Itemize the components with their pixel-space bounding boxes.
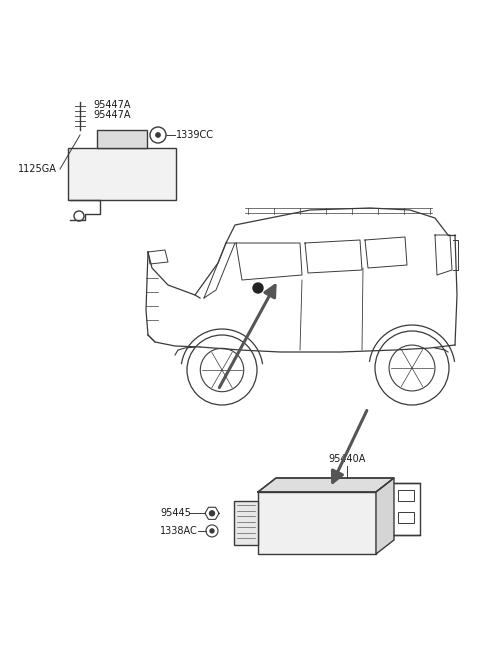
Polygon shape bbox=[376, 478, 394, 554]
Circle shape bbox=[156, 132, 160, 138]
Text: 95440A: 95440A bbox=[328, 454, 366, 464]
Text: 1125GA: 1125GA bbox=[18, 164, 57, 174]
Polygon shape bbox=[234, 501, 258, 545]
Polygon shape bbox=[258, 478, 394, 492]
Polygon shape bbox=[68, 148, 176, 200]
Bar bbox=[398, 491, 414, 501]
Circle shape bbox=[253, 283, 263, 293]
Circle shape bbox=[209, 511, 215, 516]
Text: 1338AC: 1338AC bbox=[160, 526, 198, 536]
Text: 95447A: 95447A bbox=[93, 110, 131, 120]
Polygon shape bbox=[97, 130, 147, 148]
Text: 95447A: 95447A bbox=[93, 100, 131, 110]
Polygon shape bbox=[258, 492, 376, 554]
Bar bbox=[398, 512, 414, 523]
Text: 1339CC: 1339CC bbox=[176, 130, 214, 140]
Text: 95445: 95445 bbox=[160, 508, 191, 518]
Circle shape bbox=[210, 529, 214, 533]
